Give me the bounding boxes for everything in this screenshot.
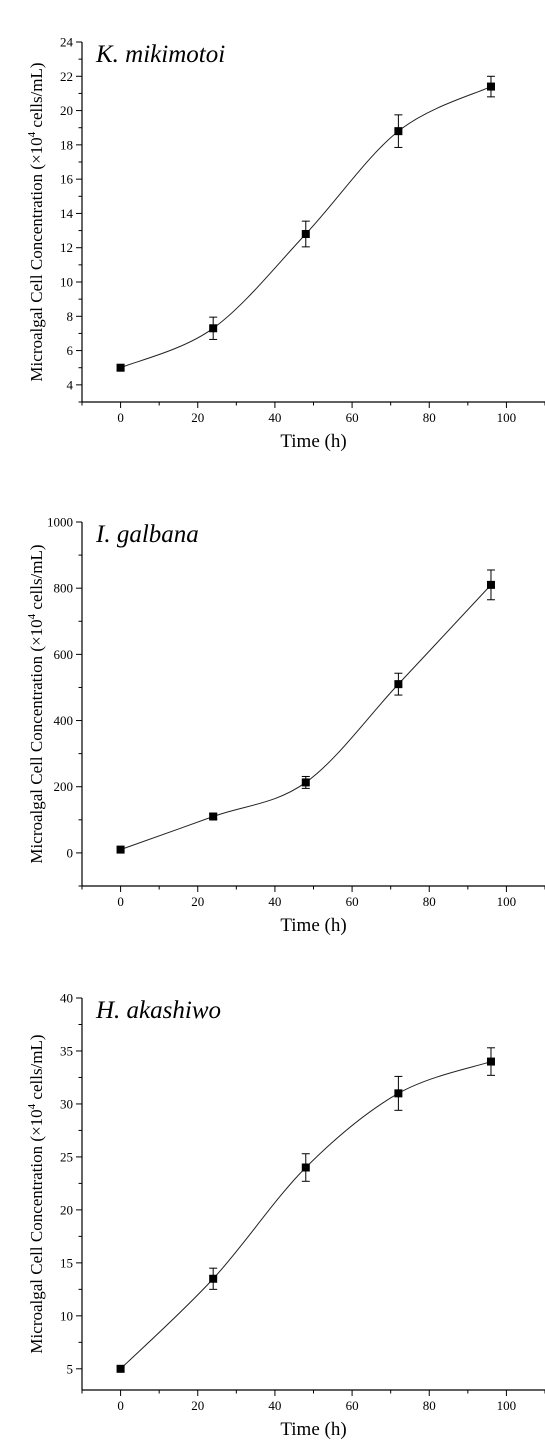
y-axis-label: Microalgal Cell Concentration (×104 cell… <box>26 544 46 863</box>
y-tick-label: 12 <box>60 240 73 255</box>
x-tick-label: 0 <box>117 894 124 909</box>
x-tick-label: 40 <box>268 894 281 909</box>
x-tick-label: 40 <box>268 1398 281 1413</box>
x-axis-label: Time (h) <box>280 915 346 936</box>
data-point <box>301 778 310 787</box>
y-tick-label: 14 <box>60 206 74 221</box>
x-tick-label: 60 <box>346 894 359 909</box>
chart-panel-3: 0 20 40 60 80 100 5 10 15 20 25 30 35 40 Time (h) Micro… <box>26 991 545 1440</box>
data-point <box>394 680 403 689</box>
y-tick-label: 800 <box>54 581 74 596</box>
y-tick-label: 400 <box>54 713 74 728</box>
data-point <box>301 1163 310 1172</box>
data-point <box>394 127 403 136</box>
y-tick-label: 5 <box>67 1361 74 1376</box>
x-tick-label: 100 <box>497 410 517 425</box>
data-point <box>209 1274 218 1283</box>
panel-title: K. mikimotoi <box>95 41 225 68</box>
y-tick-label: 0 <box>67 845 74 860</box>
x-tick-label: 80 <box>423 894 436 909</box>
data-point <box>209 812 218 821</box>
data-point <box>394 1089 403 1098</box>
fit-curve <box>120 1061 492 1370</box>
panel-title: I. galbana <box>95 521 199 548</box>
data-point <box>116 845 125 854</box>
y-tick-label: 30 <box>60 1096 73 1111</box>
y-tick-label: 600 <box>54 647 74 662</box>
panel-title: H. akashiwo <box>95 997 221 1024</box>
x-axis-label: Time (h) <box>280 1419 346 1440</box>
y-tick-label: 25 <box>60 1149 73 1164</box>
data-point <box>486 580 495 589</box>
x-tick-label: 20 <box>191 894 204 909</box>
y-tick-label: 10 <box>60 275 73 290</box>
data-point <box>116 1364 125 1373</box>
data-point <box>301 230 310 238</box>
x-tick-label: 20 <box>191 410 204 425</box>
x-tick-label: 0 <box>117 410 124 425</box>
x-tick-label: 80 <box>423 1398 436 1413</box>
y-tick-label: 20 <box>60 103 73 118</box>
y-tick-label: 18 <box>60 137 73 152</box>
y-tick-label: 200 <box>54 779 74 794</box>
chart-panel-1: 0 20 40 60 80 100 4 6 8 10 12 14 16 18 20 22 24 Time (h) M… <box>26 35 545 452</box>
data-point <box>486 1057 495 1066</box>
y-axis-label: Microalgal Cell Concentration (×104 cell… <box>26 62 46 381</box>
y-tick-label: 24 <box>60 35 74 50</box>
y-tick-label: 20 <box>60 1202 73 1217</box>
x-tick-label: 80 <box>423 410 436 425</box>
y-tick-label: 40 <box>60 991 73 1006</box>
y-tick-label: 22 <box>60 69 73 84</box>
y-tick-label: 1000 <box>47 515 73 530</box>
y-tick-label: 4 <box>67 377 74 392</box>
y-axis-label: Microalgal Cell Concentration (×104 cell… <box>26 1034 46 1353</box>
y-tick-label: 15 <box>60 1255 73 1270</box>
y-tick-label: 8 <box>67 309 74 324</box>
x-tick-label: 20 <box>191 1398 204 1413</box>
x-tick-label: 60 <box>346 410 359 425</box>
y-tick-label: 35 <box>60 1043 73 1058</box>
y-tick-label: 6 <box>67 343 74 358</box>
fit-curve <box>120 584 492 851</box>
data-point <box>116 363 125 372</box>
y-tick-label: 10 <box>60 1308 73 1323</box>
x-axis-label: Time (h) <box>280 431 346 452</box>
data-point <box>486 82 495 91</box>
y-tick-label: 16 <box>60 172 74 187</box>
x-tick-label: 100 <box>497 894 517 909</box>
x-tick-label: 0 <box>117 1398 124 1413</box>
x-tick-label: 40 <box>268 410 281 425</box>
x-tick-label: 60 <box>346 1398 359 1413</box>
x-tick-label: 100 <box>497 1398 517 1413</box>
data-point <box>209 324 218 333</box>
